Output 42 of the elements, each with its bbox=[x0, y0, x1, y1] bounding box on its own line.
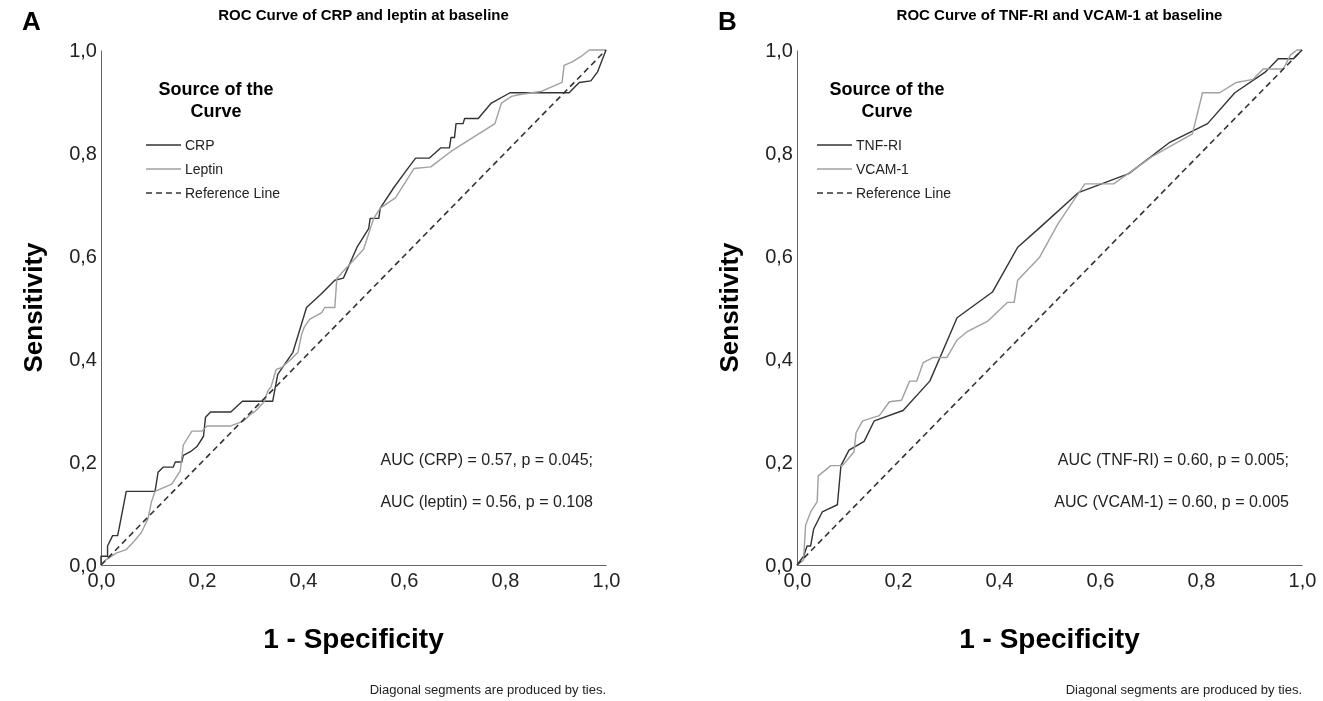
y-tick-label: 0,2 bbox=[765, 450, 793, 473]
y-tick-label: 1,0 bbox=[765, 38, 793, 61]
x-axis-title: 1 - Specificity bbox=[263, 623, 445, 654]
y-tick-label: 0,6 bbox=[69, 244, 97, 267]
y-tick-label: 0,4 bbox=[69, 347, 97, 370]
x-tick-label: 0,4 bbox=[289, 569, 318, 592]
legend-title: Source of the Curve bbox=[829, 79, 945, 121]
y-axis-title: Sensitivity bbox=[714, 241, 744, 373]
annotation: AUC (leptin) = 0.56, p = 0.108 bbox=[380, 493, 594, 510]
legend-label: Leptin bbox=[185, 161, 224, 177]
legend-label: Reference Line bbox=[856, 185, 952, 201]
y-tick-label: 0,2 bbox=[69, 450, 97, 473]
x-tick-label: 1,0 bbox=[592, 569, 621, 592]
x-tick-label: 1,0 bbox=[1288, 569, 1317, 592]
y-tick-label: 0,4 bbox=[765, 347, 793, 370]
x-tick-label: 0,6 bbox=[390, 569, 419, 592]
legend-label: CRP bbox=[185, 137, 215, 153]
legend-label: VCAM-1 bbox=[856, 161, 910, 177]
y-tick-label: 0,8 bbox=[69, 141, 97, 164]
x-tick-label: 0,6 bbox=[1086, 569, 1115, 592]
x-axis-title: 1 - Specificity bbox=[959, 623, 1141, 654]
chart-title: ROC Curve of TNF-RI and VCAM-1 at baseline bbox=[896, 6, 1223, 23]
x-tick-label: 0,2 bbox=[188, 569, 217, 592]
text: B bbox=[718, 6, 737, 36]
y-axis-title: Sensitivity bbox=[18, 241, 48, 373]
y-tick-label: 1,0 bbox=[69, 38, 97, 61]
annotation: AUC (CRP) = 0.57, p = 0.045; bbox=[380, 451, 593, 468]
text: Diagonal segments are produced by ties. bbox=[369, 682, 606, 697]
x-tick-label: 0,4 bbox=[985, 569, 1014, 592]
y-tick-label: 0,8 bbox=[765, 141, 793, 164]
annotation: AUC (VCAM-1) = 0.60, p = 0.005 bbox=[1054, 493, 1290, 510]
text: Diagonal segments are produced by ties. bbox=[1065, 682, 1302, 697]
y-tick-label: 0,6 bbox=[765, 244, 793, 267]
chart-title: ROC Curve of CRP and leptin at baseline bbox=[218, 6, 509, 23]
text: A bbox=[22, 6, 41, 36]
x-tick-label: 0,8 bbox=[1187, 569, 1216, 592]
x-tick-label: 0,8 bbox=[491, 569, 520, 592]
legend-label: Reference Line bbox=[185, 185, 281, 201]
x-tick-label: 0,2 bbox=[884, 569, 913, 592]
legend-label: TNF-RI bbox=[856, 137, 902, 153]
annotation: AUC (TNF-RI) = 0.60, p = 0.005; bbox=[1057, 451, 1289, 468]
legend-title: Source of the Curve bbox=[158, 79, 274, 121]
